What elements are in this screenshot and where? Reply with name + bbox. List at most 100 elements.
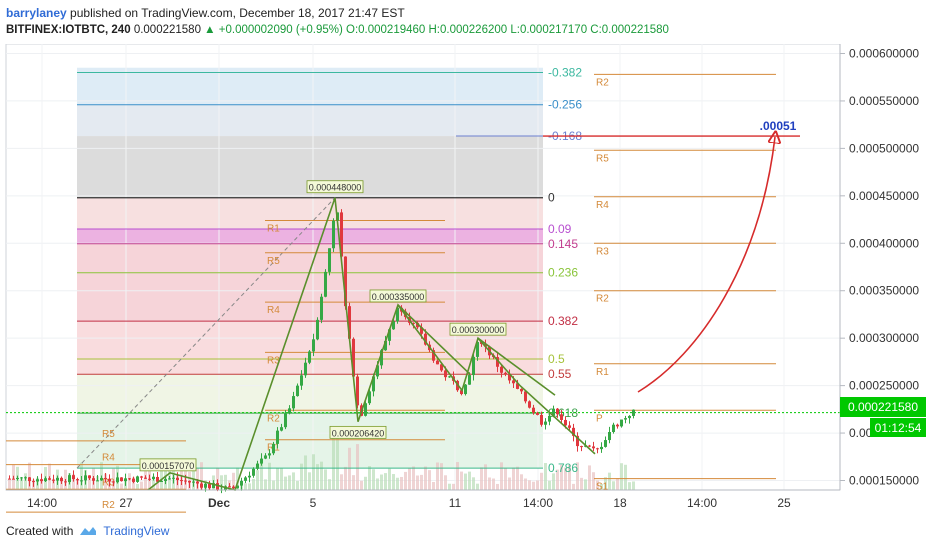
candle-body-7 [36,479,39,482]
volume-bar-70 [288,475,291,490]
candle-body-146 [592,446,595,449]
volume-bar-59 [244,483,247,490]
volume-bar-113 [460,471,463,490]
fib-label-6: 0.236 [548,266,578,280]
tradingview-logo-icon [80,527,97,535]
candle-body-15 [68,475,71,483]
candle-body-41 [172,477,175,479]
volume-bar-93 [380,474,383,490]
volume-bar-61 [252,478,255,490]
candle-body-122 [496,357,499,367]
candle-body-81 [332,220,335,249]
candle-body-102 [416,322,419,328]
candle-body-19 [84,475,87,481]
price-note-4: 0.000157070 [142,461,195,471]
candle-body-22 [96,480,99,482]
pivot-right-label-5: R1 [596,367,609,378]
candle-body-133 [540,414,543,425]
candle-body-17 [76,479,79,481]
volume-bar-72 [296,480,299,490]
volume-bar-116 [472,477,475,490]
volume-bar-85 [348,447,351,490]
volume-bar-94 [384,473,387,490]
pivot-right-label-6: P [596,413,603,424]
y-tick-label-3: 0.000450000 [849,189,919,203]
candle-body-14 [64,481,67,483]
candle-body-155 [628,415,631,419]
candle-body-114 [464,384,467,395]
candle-body-33 [140,476,143,478]
volume-bar-151 [612,481,615,490]
candle-body-31 [132,478,135,482]
publish-info: published on TradingView.com, December 1… [70,6,405,20]
candle-body-132 [536,412,539,415]
volume-bar-48 [200,462,203,490]
volume-bar-73 [300,463,303,490]
volume-bar-132 [536,480,539,490]
volume-bar-146 [592,472,595,490]
candle-body-131 [532,407,535,413]
candle-body-36 [152,476,155,479]
candle-body-20 [88,475,91,479]
price-note-box-1 [369,289,427,303]
volume-bar-65 [268,462,271,490]
zigzag-line [147,197,596,491]
volume-bar-84 [344,466,347,490]
candle-body-109 [444,370,447,378]
candle-body-134 [544,421,547,425]
volume-bar-104 [424,466,427,490]
candle-body-47 [196,481,199,484]
volume-bar-155 [628,482,631,490]
volume-bar-5 [28,462,31,490]
fib-zone-0 [77,67,543,105]
volume-bar-96 [392,474,395,490]
candle-body-13 [60,477,63,482]
volume-bar-88 [360,480,363,490]
candle-body-23 [100,477,103,481]
volume-bar-0 [8,478,11,490]
candle-body-58 [240,480,243,486]
x-tick-label-0: 14:00 [27,496,57,510]
candle-body-83 [340,212,343,257]
tradingview-link[interactable]: TradingView [103,524,170,538]
volume-bar-91 [372,469,375,490]
volume-bar-152 [616,478,619,490]
volume-bar-134 [544,463,547,490]
candle-body-60 [248,475,251,478]
fib-label-0: -0.382 [548,65,582,79]
target-label: .00051 [760,119,797,133]
volume-bar-95 [388,468,391,490]
x-tick-label-3: 5 [310,496,317,510]
price-note-box-4 [139,458,197,472]
volume-bar-122 [496,483,499,490]
price-chart[interactable]: -0.382-0.256-0.16800.090.1450.2360.3820.… [0,44,932,518]
fib-levels: -0.382-0.256-0.16800.090.1450.2360.3820.… [6,65,840,475]
candle-body-115 [468,375,471,385]
volume-bar-53 [220,475,223,490]
volume-bar-63 [260,463,263,490]
pivot-right-label-7: S1 [596,482,609,493]
candle-body-52 [216,483,219,490]
pivot-right-label-0: R2 [596,77,609,88]
volume-bar-68 [280,468,283,490]
volume-bar-75 [308,472,311,490]
author-link[interactable]: barrylaney [6,6,67,20]
volume-bar-121 [492,478,495,490]
candle-body-75 [308,351,311,363]
candle-body-104 [424,333,427,345]
volume-bar-60 [248,483,251,490]
candle-body-3 [20,477,23,479]
candle-body-30 [128,478,131,480]
pivot-left-label-0: R5 [102,429,115,440]
candle-body-4 [24,477,27,479]
candle-body-145 [588,445,591,447]
candle-body-26 [112,481,115,483]
candle-body-62 [256,463,259,469]
pivot-mid-label-2: R4 [267,305,280,316]
candle-body-63 [260,458,263,464]
candle-body-71 [292,396,295,409]
candle-body-5 [28,477,31,482]
volume-bar-52 [216,467,219,490]
volume-bar-131 [532,481,535,490]
fib-label-3: 0 [548,191,555,205]
